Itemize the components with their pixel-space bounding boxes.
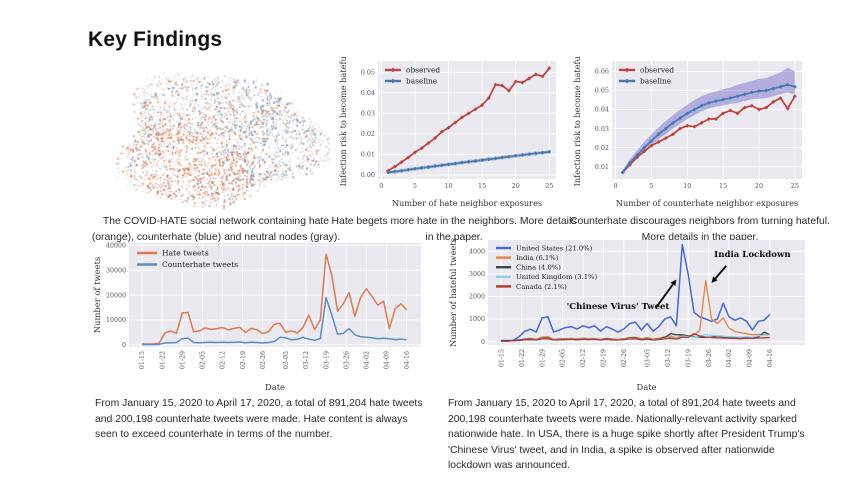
- counterhate-exposure-caption: Counterhate discourages neighbors from t…: [570, 216, 830, 243]
- svg-text:04-16: 04-16: [767, 349, 774, 367]
- svg-text:02-12: 02-12: [580, 349, 587, 367]
- svg-text:Date: Date: [265, 382, 285, 392]
- svg-text:Number of hate neighbor exposu: Number of hate neighbor exposures: [392, 198, 542, 208]
- svg-text:03-05: 03-05: [283, 351, 290, 369]
- svg-text:India (6.1%): India (6.1%): [516, 254, 559, 262]
- svg-text:2000: 2000: [469, 294, 485, 301]
- svg-text:0.04: 0.04: [595, 106, 609, 114]
- svg-text:China (4.0%): China (4.0%): [516, 264, 561, 272]
- svg-text:Infection risk to become hatef: Infection risk to become hateful: [572, 56, 582, 186]
- svg-text:02-19: 02-19: [240, 351, 247, 369]
- svg-text:03-19: 03-19: [323, 351, 330, 369]
- svg-text:03-12: 03-12: [303, 351, 310, 369]
- svg-text:Canada (2.1%): Canada (2.1%): [516, 283, 567, 291]
- svg-text:5: 5: [649, 182, 653, 190]
- svg-text:0.01: 0.01: [361, 151, 375, 159]
- svg-text:observed: observed: [640, 65, 674, 74]
- svg-text:20000: 20000: [106, 292, 126, 299]
- svg-text:03-12: 03-12: [665, 349, 672, 367]
- svg-text:02-05: 02-05: [200, 351, 207, 369]
- network-caption: The COVID-HATE social network containing…: [91, 216, 341, 243]
- svg-text:03-05: 03-05: [644, 349, 651, 367]
- country-hate-caption: From January 15, 2020 to April 17, 2020,…: [448, 398, 805, 472]
- svg-text:02-05: 02-05: [560, 349, 567, 367]
- svg-text:0.03: 0.03: [361, 110, 375, 118]
- svg-text:02-19: 02-19: [601, 349, 608, 367]
- svg-text:0: 0: [379, 182, 383, 190]
- svg-text:20: 20: [755, 182, 763, 190]
- page-title: Key Findings: [88, 28, 223, 51]
- svg-text:0: 0: [122, 342, 126, 349]
- svg-text:02-26: 02-26: [621, 349, 628, 367]
- hate-exposure-caption: Hate begets more hate in the neighbors. …: [331, 216, 577, 243]
- svg-text:03-19: 03-19: [685, 349, 692, 367]
- svg-text:02-26: 02-26: [260, 351, 267, 369]
- hate-exposure-chart: 0.00 0.01 0.02 0.03 0.04 0.05 0 5 10 15 20 25Number…: [338, 56, 556, 208]
- svg-text:baseline: baseline: [640, 76, 671, 85]
- svg-text:0.04: 0.04: [361, 89, 375, 97]
- svg-text:01-15: 01-15: [139, 351, 146, 369]
- svg-text:0.06: 0.06: [595, 68, 609, 76]
- svg-text:0.02: 0.02: [361, 130, 375, 138]
- svg-text:0.05: 0.05: [595, 87, 609, 95]
- svg-text:04-09: 04-09: [747, 349, 754, 367]
- tweet-volume-chart: 0 10000 20000 30000 40000 01-15 01-22 01-29 02-0…: [92, 243, 421, 392]
- svg-text:30000: 30000: [106, 268, 126, 275]
- svg-text:0.03: 0.03: [595, 125, 609, 133]
- svg-text:Counterhate tweets: Counterhate tweets: [162, 260, 238, 269]
- svg-text:1000: 1000: [469, 316, 485, 323]
- svg-text:04-09: 04-09: [384, 351, 391, 369]
- svg-text:United States (21.0%): United States (21.0%): [516, 244, 593, 252]
- svg-text:40000: 40000: [106, 243, 126, 250]
- svg-text:4000: 4000: [469, 248, 485, 255]
- svg-text:0.02: 0.02: [595, 144, 609, 152]
- svg-text:0: 0: [481, 339, 485, 346]
- svg-text:0.00: 0.00: [361, 171, 375, 179]
- tweet-volume-caption: From January 15, 2020 to April 17, 2020,…: [95, 398, 423, 441]
- svg-text:15: 15: [478, 182, 486, 190]
- svg-text:02-12: 02-12: [220, 351, 227, 369]
- svg-text:01-29: 01-29: [179, 351, 186, 369]
- svg-text:20: 20: [512, 182, 520, 190]
- svg-text:Infection risk to become hatef: Infection risk to become hateful: [338, 56, 348, 186]
- svg-text:04-02: 04-02: [364, 351, 371, 369]
- svg-text:5: 5: [413, 182, 417, 190]
- svg-text:04-16: 04-16: [404, 351, 411, 369]
- svg-text:10000: 10000: [106, 317, 126, 324]
- svg-text:'Chinese Virus' Tweet: 'Chinese Virus' Tweet: [567, 302, 670, 312]
- counterhate-exposure-chart: 0.01 0.02 0.03 0.04 0.05 0.06 0 5 10 15 20 25 Number…: [572, 56, 802, 208]
- svg-text:01-29: 01-29: [539, 349, 546, 367]
- svg-text:0.05: 0.05: [361, 68, 375, 76]
- svg-text:25: 25: [545, 182, 553, 190]
- svg-text:Number of counterhate neighbor: Number of counterhate neighbor exposures: [616, 198, 798, 208]
- svg-text:0: 0: [614, 182, 618, 190]
- svg-text:01-22: 01-22: [519, 349, 526, 367]
- svg-text:01-15: 01-15: [498, 349, 505, 367]
- svg-text:India Lockdown: India Lockdown: [714, 250, 791, 260]
- svg-text:25: 25: [791, 182, 799, 190]
- svg-text:observed: observed: [406, 65, 440, 74]
- svg-text:Number of tweets: Number of tweets: [92, 257, 102, 334]
- svg-text:03-26: 03-26: [706, 349, 713, 367]
- svg-text:3000: 3000: [469, 271, 485, 278]
- svg-text:15: 15: [719, 182, 727, 190]
- svg-text:0.01: 0.01: [595, 163, 609, 171]
- svg-text:10: 10: [444, 182, 452, 190]
- svg-text:04-02: 04-02: [726, 349, 733, 367]
- svg-text:Number of hateful tweets: Number of hateful tweets: [448, 238, 458, 347]
- svg-text:baseline: baseline: [406, 76, 437, 85]
- svg-text:03-26: 03-26: [343, 351, 350, 369]
- svg-text:Hate tweets: Hate tweets: [162, 248, 209, 257]
- country-hate-chart: 0 1000 2000 3000 4000 01-15 01-22 01-29 02-05 02-…: [448, 238, 805, 392]
- covid-hate-network-visualization: [106, 62, 330, 212]
- svg-text:Date: Date: [636, 382, 656, 392]
- svg-text:United Kingdom (3.1%): United Kingdom (3.1%): [516, 273, 597, 281]
- svg-text:01-22: 01-22: [159, 351, 166, 369]
- svg-text:10: 10: [683, 182, 691, 190]
